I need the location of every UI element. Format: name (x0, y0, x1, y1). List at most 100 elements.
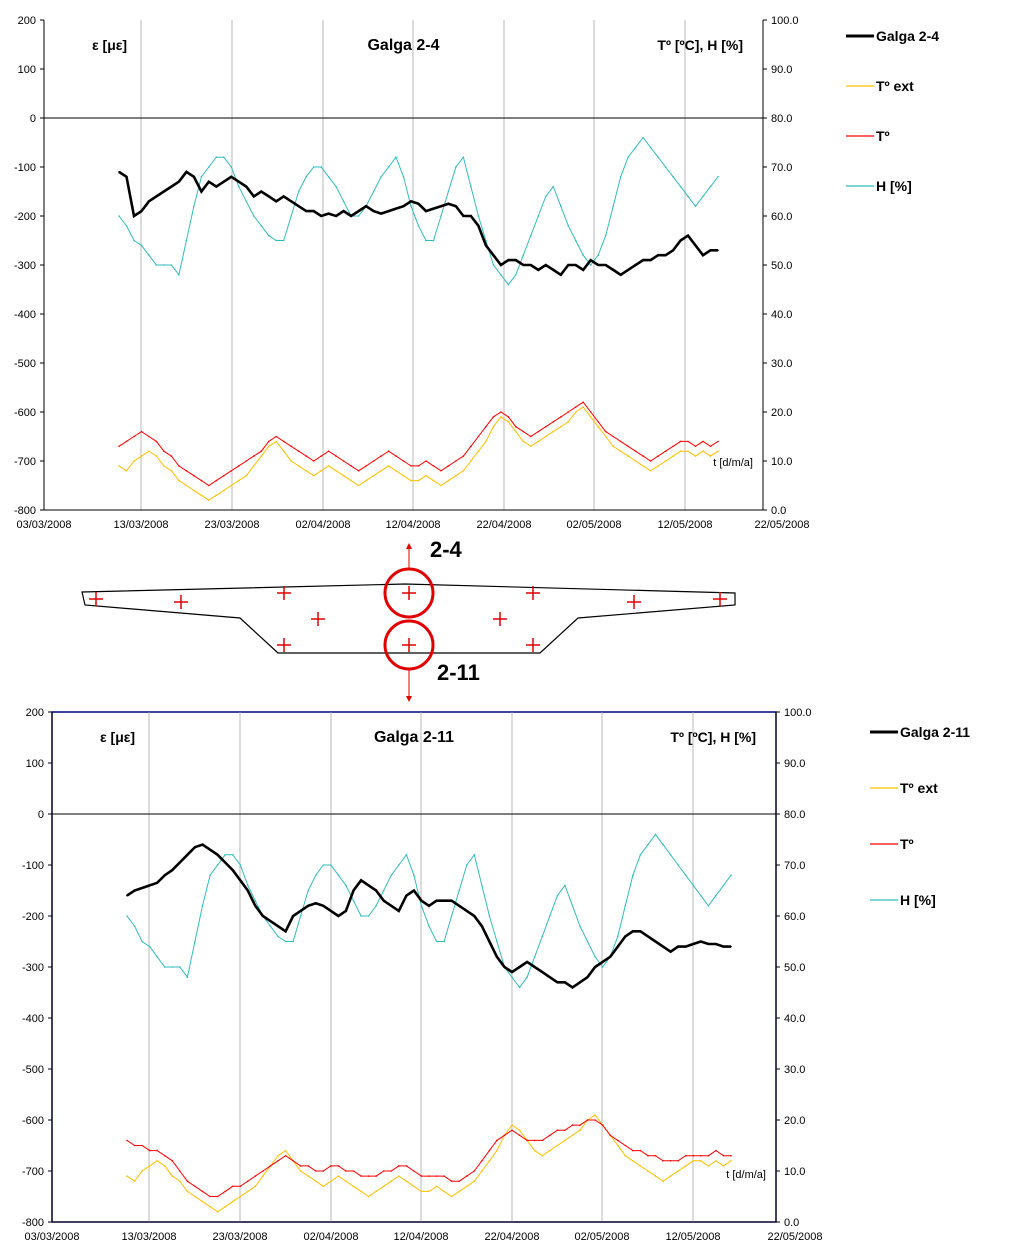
data-point (382, 889, 385, 892)
data-point (185, 484, 188, 487)
data-point (178, 274, 180, 276)
data-point (503, 966, 506, 968)
data-point (604, 264, 607, 266)
data-point (299, 915, 302, 917)
data-point (496, 1149, 498, 1152)
data-point (171, 1160, 174, 1162)
data-point (367, 915, 370, 917)
data-point (292, 915, 294, 917)
data-point (579, 1129, 581, 1131)
data-point (549, 915, 551, 917)
data-point (425, 460, 427, 462)
data-point (395, 207, 397, 210)
data-point (492, 425, 495, 428)
y-tick-label: -100 (22, 860, 44, 872)
y2-tick-label: 30.0 (784, 1064, 805, 1076)
data-point (481, 1170, 483, 1172)
data-point (662, 1160, 664, 1162)
data-point (330, 910, 332, 912)
data-point (209, 1195, 211, 1198)
y-tick-label: -700 (22, 1166, 44, 1178)
right-axis-title: Tº [ºC], H [%] (657, 37, 743, 53)
data-point (292, 940, 294, 943)
x-tick-label: 02/04/2008 (303, 1231, 358, 1243)
data-point (450, 1195, 453, 1198)
data-point (662, 843, 664, 846)
y-tick-label: -500 (14, 358, 36, 370)
data-point (193, 176, 195, 178)
data-point (684, 874, 687, 876)
data-point (692, 1160, 695, 1162)
data-point (275, 200, 278, 203)
data-point (282, 195, 285, 198)
data-point (148, 200, 150, 203)
data-point (466, 1175, 468, 1177)
data-point (245, 185, 248, 188)
data-point (639, 1165, 642, 1167)
data-point (477, 215, 480, 217)
data-point (571, 1124, 574, 1126)
data-point (178, 180, 180, 183)
data-point (352, 899, 355, 902)
data-point (647, 843, 649, 846)
data-point (254, 899, 257, 902)
data-point (380, 212, 382, 215)
data-point (511, 1124, 513, 1126)
data-point (715, 1149, 717, 1152)
data-point (360, 879, 362, 882)
data-point (639, 854, 642, 856)
data-point (642, 136, 644, 139)
data-point (164, 1154, 166, 1157)
x-tick-label: 12/04/2008 (393, 1231, 448, 1243)
data-point (477, 225, 480, 227)
data-point (526, 1139, 528, 1142)
data-point (684, 945, 687, 948)
data-point (425, 210, 427, 212)
data-point (390, 874, 393, 876)
data-point (420, 1175, 423, 1177)
data-point (224, 854, 226, 856)
data-point (231, 854, 234, 856)
data-point (672, 445, 674, 448)
data-point (312, 474, 315, 477)
data-point (679, 450, 682, 453)
data-point (425, 474, 427, 477)
data-point (594, 956, 596, 958)
data-point (455, 166, 457, 168)
data-point (163, 465, 165, 467)
data-point (541, 1154, 544, 1157)
data-point (402, 205, 405, 207)
data-point (687, 195, 689, 198)
data-point (507, 421, 510, 423)
data-point (694, 244, 697, 247)
y2-tick-label: 50.0 (784, 962, 805, 974)
data-point (692, 884, 695, 887)
data-point (717, 249, 719, 252)
y-tick-label: -700 (14, 456, 36, 468)
data-point (455, 205, 457, 207)
data-point (707, 943, 710, 945)
data-point (171, 1175, 174, 1177)
data-point (574, 406, 577, 408)
data-point (208, 484, 210, 487)
data-point (692, 943, 695, 945)
data-point (277, 925, 279, 927)
data-point (284, 930, 287, 933)
data-point (282, 440, 285, 443)
legend-label: Tº ext (876, 78, 914, 94)
data-point (410, 200, 412, 203)
data-point (345, 910, 347, 912)
data-point (473, 854, 476, 856)
data-point (342, 474, 345, 477)
data-point (148, 254, 150, 256)
data-point (215, 185, 218, 188)
data-point (417, 225, 420, 227)
data-point (330, 1180, 332, 1182)
data-point (679, 239, 682, 242)
data-point (330, 1165, 332, 1167)
data-point (624, 905, 627, 907)
data-point (194, 846, 196, 848)
data-point (533, 1149, 536, 1152)
data-point (632, 1149, 634, 1152)
data-point (239, 1195, 242, 1198)
